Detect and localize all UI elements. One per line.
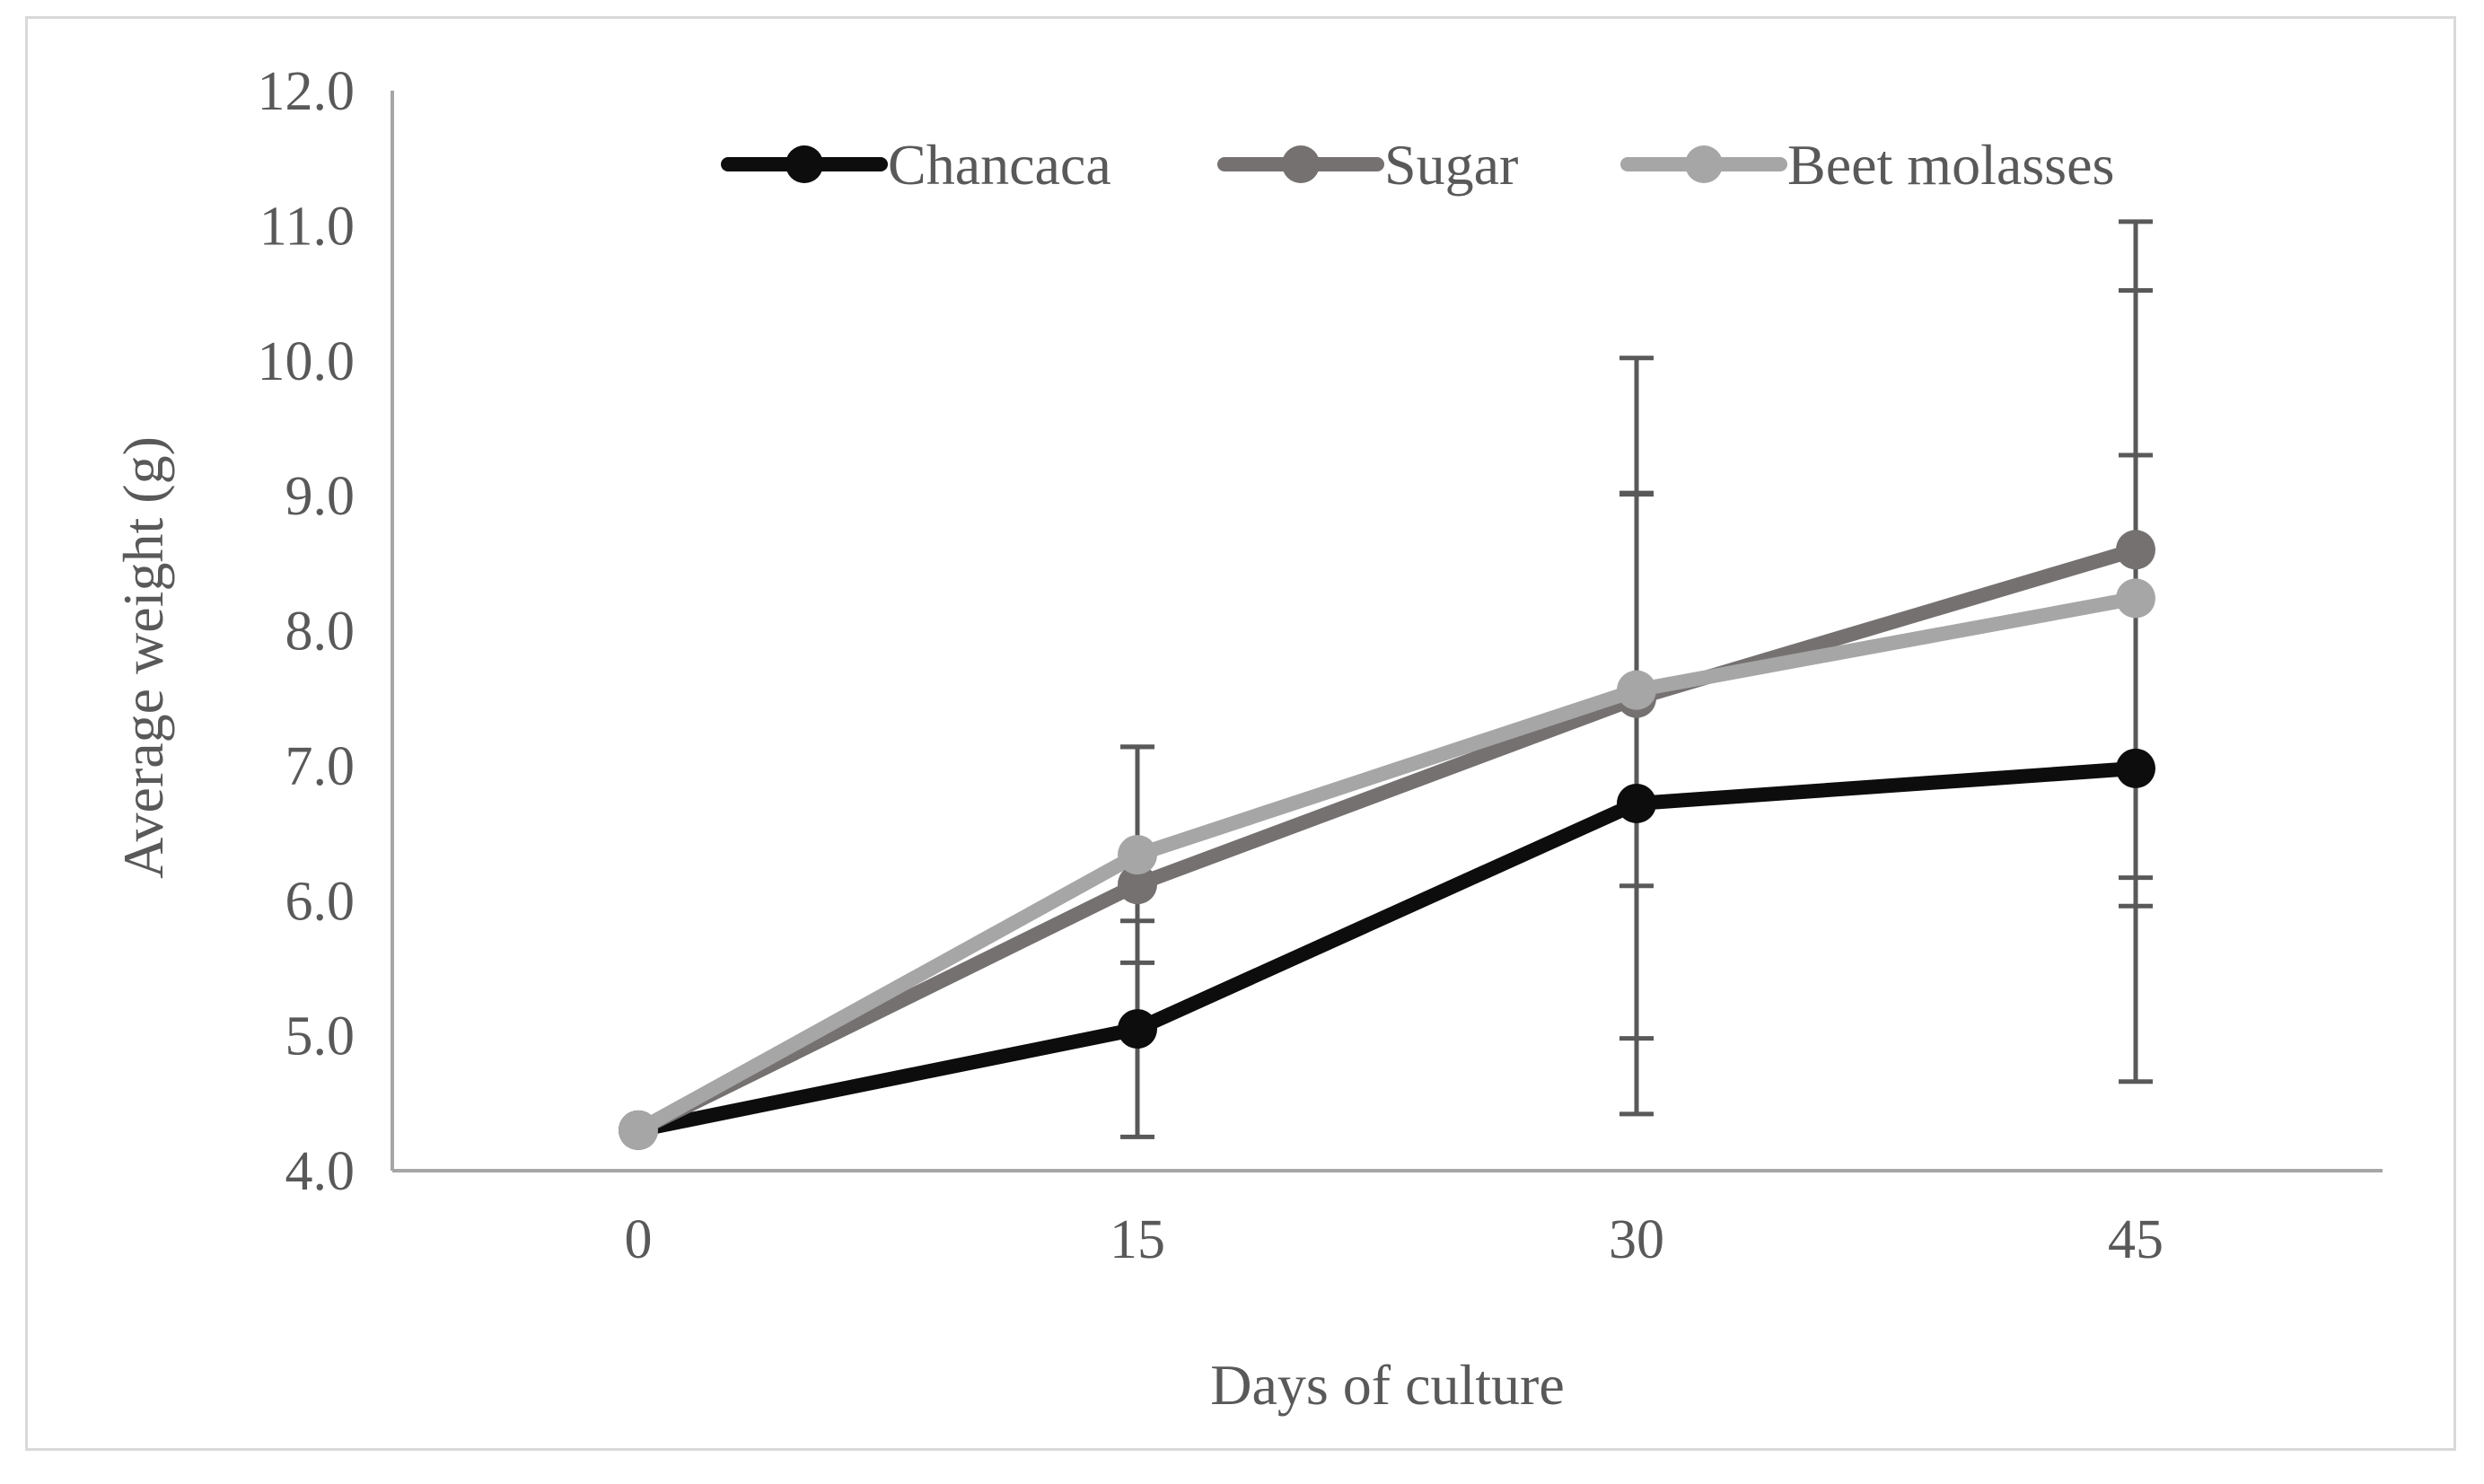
y-tick-labels: 4.0 5.0 6.0 7.0 8.0 9.0 10.0 11.0 12.0 <box>258 61 355 1202</box>
data-point-beet-molasses <box>1617 670 1656 710</box>
data-point-beet-molasses <box>619 1110 658 1150</box>
x-tick-labels: 0 15 30 45 <box>625 1209 2164 1270</box>
legend-label-chancaca: Chancaca <box>888 133 1111 197</box>
x-tick-label: 45 <box>2108 1209 2164 1270</box>
data-point-chancaca <box>2116 748 2155 788</box>
y-tick-label: 6.0 <box>285 871 355 932</box>
y-tick-label: 11.0 <box>259 196 355 257</box>
y-tick-label: 9.0 <box>285 466 355 527</box>
x-tick-label: 15 <box>1110 1209 1165 1270</box>
y-axis-title: Average weight (g) <box>111 436 175 879</box>
series-lines <box>619 530 2155 1150</box>
x-tick-label: 0 <box>625 1209 653 1270</box>
legend-marker-chancaca <box>786 145 823 183</box>
series-line-sugar <box>631 542 2143 1137</box>
legend-label-sugar: Sugar <box>1384 133 1518 197</box>
chart-frame: 4.0 5.0 6.0 7.0 8.0 9.0 10.0 11.0 12.0 0 15 30 45 C… <box>25 16 2456 1451</box>
series-line-chancaca <box>631 760 2143 1137</box>
line-chart: 4.0 5.0 6.0 7.0 8.0 9.0 10.0 11.0 12.0 0 15 30 45 C… <box>111 61 2383 1417</box>
data-point-chancaca <box>1617 783 1656 823</box>
data-point-beet-molasses <box>2116 578 2155 619</box>
x-tick-label: 30 <box>1609 1209 1664 1270</box>
series-line-beet-molasses <box>631 591 2143 1137</box>
y-tick-label: 10.0 <box>258 331 355 392</box>
y-tick-label: 8.0 <box>285 602 355 663</box>
x-axis-title: Days of culture <box>1210 1353 1565 1417</box>
data-point-beet-molasses <box>1118 835 1157 875</box>
y-tick-label: 4.0 <box>285 1141 355 1202</box>
y-tick-label: 12.0 <box>258 61 355 122</box>
legend: Chancaca Sugar Beet molasses <box>721 133 2114 197</box>
axes <box>391 91 2383 1172</box>
y-tick-label: 5.0 <box>285 1006 355 1067</box>
data-point-sugar <box>2116 530 2155 570</box>
y-tick-label: 7.0 <box>285 736 355 797</box>
data-point-sugar <box>1118 865 1157 905</box>
legend-marker-sugar <box>1282 145 1320 183</box>
legend-label-beet-molasses: Beet molasses <box>1787 133 2114 197</box>
data-point-chancaca <box>1118 1009 1157 1049</box>
legend-marker-beet-molasses <box>1685 145 1723 183</box>
